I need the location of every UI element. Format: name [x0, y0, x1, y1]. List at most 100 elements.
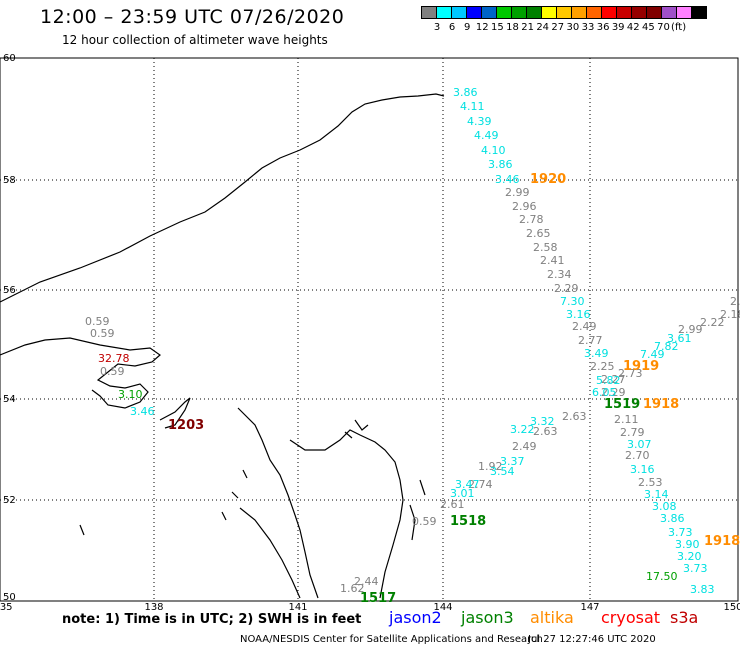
- wave-height-value: 3.86: [660, 512, 685, 525]
- satellite-legend-item: cryosat: [601, 608, 661, 627]
- wave-height-value: 3.73: [683, 562, 708, 575]
- wave-height-value: 2.29: [601, 386, 626, 399]
- wave-height-value: 3.90: [675, 538, 700, 551]
- wave-height-value: 1.62: [340, 582, 365, 595]
- wave-height-value: 3.54: [490, 465, 515, 478]
- wave-height-value: 7.49: [640, 348, 665, 361]
- coastline-inner: [239, 507, 301, 599]
- wave-height-value: 2.61: [440, 498, 465, 511]
- wave-height-value: 2.99: [505, 186, 530, 199]
- wave-height-value: 3.32: [530, 415, 555, 428]
- color-scale-label: 9: [464, 22, 471, 33]
- color-scale-label: 6: [448, 22, 456, 33]
- map-frame: [0, 57, 739, 602]
- latitude-label: 60: [3, 53, 16, 64]
- wave-height-value: 3.10: [118, 388, 143, 401]
- wave-height-value: 3.07: [627, 438, 652, 451]
- color-scale-label: 33: [581, 22, 595, 33]
- color-scale-label: 70: [657, 22, 670, 33]
- wave-height-value: 3.37: [500, 455, 525, 468]
- wave-height-value: 2.79: [620, 426, 645, 439]
- pass-time-label: 1519: [604, 397, 640, 412]
- wave-height-value: 0.59: [85, 315, 110, 328]
- wave-height-value: 3.16: [566, 308, 591, 321]
- color-scale-label: 39: [611, 22, 625, 33]
- satellite-legend-item: jason3: [461, 608, 514, 627]
- wave-height-value: 3.73: [668, 526, 693, 539]
- wave-height-value: 3.46: [130, 405, 155, 418]
- wave-height-value: 17.50: [646, 570, 678, 583]
- coastline-east: [289, 429, 404, 599]
- wave-height-value: 2.41: [540, 254, 565, 267]
- latitude-label: 56: [3, 285, 16, 296]
- wave-height-value: 7.82: [654, 340, 679, 353]
- wave-height-value: 2.70: [625, 449, 650, 462]
- wave-height-value: 3.01: [450, 487, 475, 500]
- wave-height-value: 3.86: [488, 158, 513, 171]
- note-text: note: 1) Time is in UTC; 2) SWH is in fe…: [62, 612, 362, 627]
- longitude-label: 150: [723, 602, 740, 613]
- pass-time-label: 1203: [168, 418, 204, 433]
- color-scale-label: 27: [551, 22, 565, 33]
- pass-time-label: 1918: [704, 534, 740, 549]
- wave-height-value: 2.58: [533, 241, 558, 254]
- color-scale-label: 36: [596, 22, 610, 33]
- wave-height-value: 2.25: [590, 360, 615, 373]
- color-scale-label: 45: [642, 22, 655, 33]
- satellite-legend-item: jason2: [389, 608, 442, 627]
- wave-height-value: 2.11: [614, 413, 639, 426]
- wave-height-value: 2.22: [700, 316, 725, 329]
- coastline-hokkaido-coast: [237, 407, 319, 599]
- wave-height-value: 2.65: [526, 227, 551, 240]
- page-subtitle: 12 hour collection of altimeter wave hei…: [62, 33, 328, 47]
- wave-height-value: 3.08: [652, 500, 677, 513]
- wave-height-value: 3.83: [690, 583, 715, 596]
- wave-height-value: 6.05: [592, 386, 617, 399]
- pass-time-label: 1518: [450, 514, 486, 529]
- latitude-label: 54: [3, 394, 16, 405]
- satellite-legend-item: s3a: [670, 608, 699, 627]
- wave-height-value: 2.77: [578, 334, 603, 347]
- wave-height-value: 2.18: [720, 308, 740, 321]
- color-scale-label: (ft): [671, 22, 687, 33]
- coastline: [0, 93, 445, 599]
- pass-time-label: 1920: [530, 172, 566, 187]
- wave-height-value: 3.61: [667, 332, 692, 345]
- longitude-labels: 135 138 141 144 147 150: [0, 602, 740, 613]
- pass-time-label: 1919: [623, 359, 659, 374]
- wave-height-value: 2.96: [512, 200, 537, 213]
- wave-height-value: 2.44: [354, 575, 379, 588]
- wave-height-value: 1.92: [478, 460, 503, 473]
- wave-height-value: 2.73: [618, 367, 643, 380]
- color-scale-label: 30: [566, 22, 580, 33]
- wave-height-value: 2.63: [562, 410, 587, 423]
- wave-height-value: 2.29: [554, 282, 579, 295]
- wave-height-value: 2.49: [512, 440, 537, 453]
- color-scale-label: 21: [521, 22, 534, 33]
- wave-height-value: 4.10: [481, 144, 506, 157]
- footer-credit: NOAA/NESDIS Center for Satellite Applica…: [240, 634, 543, 645]
- page-title: 12:00 – 23:59 UTC 07/26/2020: [40, 6, 345, 28]
- color-scale-label: 12: [475, 22, 489, 33]
- wave-height-value: 4.39: [467, 115, 492, 128]
- longitude-label: 141: [288, 602, 307, 613]
- pass-time-label: 1517: [360, 591, 396, 606]
- wave-height-value: 2.99: [678, 323, 703, 336]
- satellite-legend-item: altika: [530, 608, 574, 627]
- wave-height-value: 4.11: [460, 100, 485, 113]
- wave-height-value: 2.25: [730, 295, 740, 308]
- pass-time-label: 1918: [643, 397, 679, 412]
- wave-height-value: 2.63: [533, 425, 558, 438]
- wave-height-value: 2.78: [519, 213, 544, 226]
- color-scale-label: 24: [536, 22, 550, 33]
- wave-height-value: 32.78: [98, 352, 130, 365]
- color-swatch: [691, 6, 707, 19]
- longitude-label: 138: [144, 602, 163, 613]
- latitude-label: 50: [3, 592, 16, 603]
- wave-height-value: 2.53: [638, 476, 663, 489]
- wave-height-value: 3.46: [495, 173, 520, 186]
- wave-height-value: 0.59: [412, 515, 437, 528]
- coastline-mainland: [0, 93, 445, 303]
